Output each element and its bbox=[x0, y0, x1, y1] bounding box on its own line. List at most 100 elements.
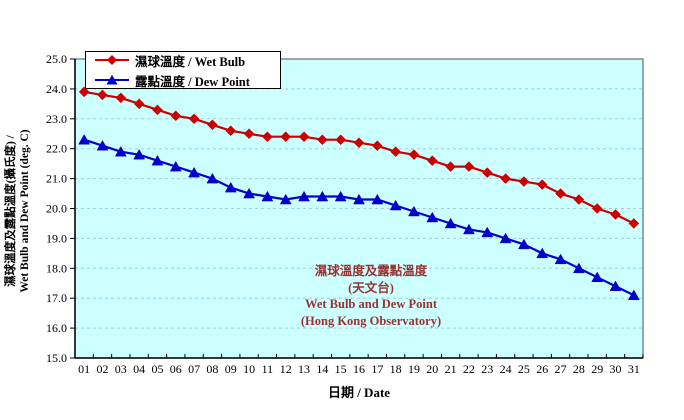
data-point-marker bbox=[371, 193, 384, 205]
legend-item-dew-point: 露點溫度 / Dew Point bbox=[95, 71, 280, 90]
x-tick-label: 03 bbox=[115, 362, 127, 376]
data-point-marker bbox=[279, 193, 292, 205]
x-tick-label: 22 bbox=[463, 362, 475, 376]
data-point-marker bbox=[169, 160, 182, 172]
data-point-marker bbox=[133, 148, 146, 160]
y-tick-label: 18.0 bbox=[46, 261, 67, 275]
data-point-marker bbox=[610, 209, 621, 220]
data-point-marker bbox=[152, 104, 163, 116]
data-point-marker bbox=[463, 161, 475, 172]
data-point-marker bbox=[188, 113, 200, 125]
data-point-marker bbox=[445, 161, 456, 172]
x-tick-label: 28 bbox=[573, 362, 585, 376]
data-point-marker bbox=[627, 289, 640, 300]
data-point-marker bbox=[133, 98, 145, 110]
y-tick-label: 17.0 bbox=[46, 291, 67, 305]
data-point-marker bbox=[261, 190, 274, 202]
data-point-marker bbox=[353, 137, 365, 149]
y-axis-title: 濕球溫度及露點溫度(攝氏度) / Wet Bulb and Dew Point … bbox=[4, 61, 34, 361]
data-point-marker bbox=[335, 134, 347, 146]
y-tick-label: 24.0 bbox=[46, 82, 67, 96]
data-point-marker bbox=[151, 154, 164, 166]
data-point-marker bbox=[78, 86, 90, 98]
data-point-marker bbox=[97, 89, 108, 101]
data-point-marker bbox=[500, 173, 511, 184]
data-point-marker bbox=[426, 155, 438, 167]
data-point-marker bbox=[316, 190, 329, 202]
data-point-marker bbox=[243, 187, 255, 199]
x-tick-label: 09 bbox=[225, 362, 237, 376]
annotation-line-1: 濕球溫度及露點溫度 bbox=[314, 264, 428, 278]
data-point-marker bbox=[207, 119, 218, 131]
data-point-marker bbox=[224, 181, 237, 193]
x-tick-label: 25 bbox=[518, 362, 530, 376]
x-tick-label: 19 bbox=[408, 362, 420, 376]
dew-point-triangle-line-icon bbox=[95, 74, 129, 86]
data-point-marker bbox=[298, 131, 310, 143]
data-point-marker bbox=[408, 205, 420, 217]
x-tick-label: 10 bbox=[243, 362, 255, 376]
annotation: 濕球溫度及露點溫度 (天文台) Wet Bulb and Dew Point (… bbox=[250, 263, 492, 329]
data-point-marker bbox=[499, 232, 512, 244]
x-tick-label: 13 bbox=[298, 362, 310, 376]
data-point-marker bbox=[371, 140, 383, 152]
y-tick-label: 19.0 bbox=[46, 231, 67, 245]
x-tick-label: 24 bbox=[500, 362, 512, 376]
x-axis-title: 日期 / Date bbox=[327, 385, 391, 400]
data-point-marker bbox=[572, 262, 585, 274]
y-tick-label: 15.0 bbox=[46, 351, 67, 365]
x-tick-label: 14 bbox=[316, 362, 328, 376]
y-tick-label: 16.0 bbox=[46, 321, 67, 335]
y-tick-label: 25.0 bbox=[46, 52, 67, 66]
x-tick-label: 01 bbox=[78, 362, 90, 376]
data-point-marker bbox=[390, 146, 401, 158]
data-point-marker bbox=[243, 128, 255, 140]
x-tick-label: 02 bbox=[96, 362, 108, 376]
legend-item-wet-bulb: 濕球溫度 / Wet Bulb bbox=[95, 51, 280, 70]
wet-bulb-diamond-line-icon bbox=[95, 54, 129, 66]
data-point-marker bbox=[170, 110, 182, 122]
x-tick-label: 08 bbox=[206, 362, 218, 376]
x-tick-label: 11 bbox=[262, 362, 274, 376]
data-point-marker bbox=[518, 176, 530, 187]
data-point-marker bbox=[114, 145, 127, 157]
y-axis-title-line-cjk: 濕球溫度及露點溫度(攝氏度) / bbox=[5, 135, 17, 287]
data-point-marker bbox=[554, 253, 567, 265]
data-point-marker bbox=[591, 271, 604, 283]
data-point-marker bbox=[573, 194, 585, 205]
legend-label-wet-bulb: 濕球溫度 / Wet Bulb bbox=[135, 54, 246, 69]
legend: 濕球溫度 / Wet Bulb 露點溫度 / Dew Point bbox=[85, 51, 281, 89]
y-tick-label: 21.0 bbox=[46, 172, 67, 186]
x-tick-label: 18 bbox=[390, 362, 402, 376]
y-tick-label: 22.0 bbox=[46, 142, 67, 156]
data-point-marker bbox=[317, 134, 328, 146]
data-point-marker bbox=[206, 172, 219, 184]
y-axis-title-line-en: Wet Bulb and Dew Point (deg. C) bbox=[19, 129, 31, 293]
data-point-marker bbox=[591, 203, 603, 214]
annotation-line-2: (天文台) bbox=[348, 280, 394, 295]
x-tick-label: 30 bbox=[610, 362, 622, 376]
data-point-marker bbox=[353, 193, 365, 205]
annotation-line-3: Wet Bulb and Dew Point bbox=[305, 297, 437, 311]
x-tick-label: 06 bbox=[170, 362, 182, 376]
data-point-marker bbox=[408, 149, 420, 161]
x-tick-label: 27 bbox=[555, 362, 567, 376]
data-point-marker bbox=[280, 131, 292, 143]
x-tick-label: 07 bbox=[188, 362, 200, 376]
data-point-marker bbox=[609, 280, 622, 291]
legend-label-dew-point: 露點溫度 / Dew Point bbox=[135, 74, 250, 89]
x-tick-label: 15 bbox=[335, 362, 347, 376]
x-tick-label: 26 bbox=[536, 362, 548, 376]
data-point-marker bbox=[298, 190, 310, 202]
data-point-marker bbox=[262, 131, 273, 143]
data-point-marker bbox=[225, 125, 237, 137]
data-point-marker bbox=[481, 226, 494, 238]
annotation-line-4: (Hong Kong Observatory) bbox=[300, 313, 442, 328]
data-point-marker bbox=[96, 140, 109, 151]
data-point-marker bbox=[78, 134, 91, 145]
data-point-marker bbox=[628, 218, 640, 229]
data-point-marker bbox=[555, 188, 566, 199]
data-point-marker bbox=[426, 211, 439, 223]
data-point-marker bbox=[389, 199, 402, 211]
